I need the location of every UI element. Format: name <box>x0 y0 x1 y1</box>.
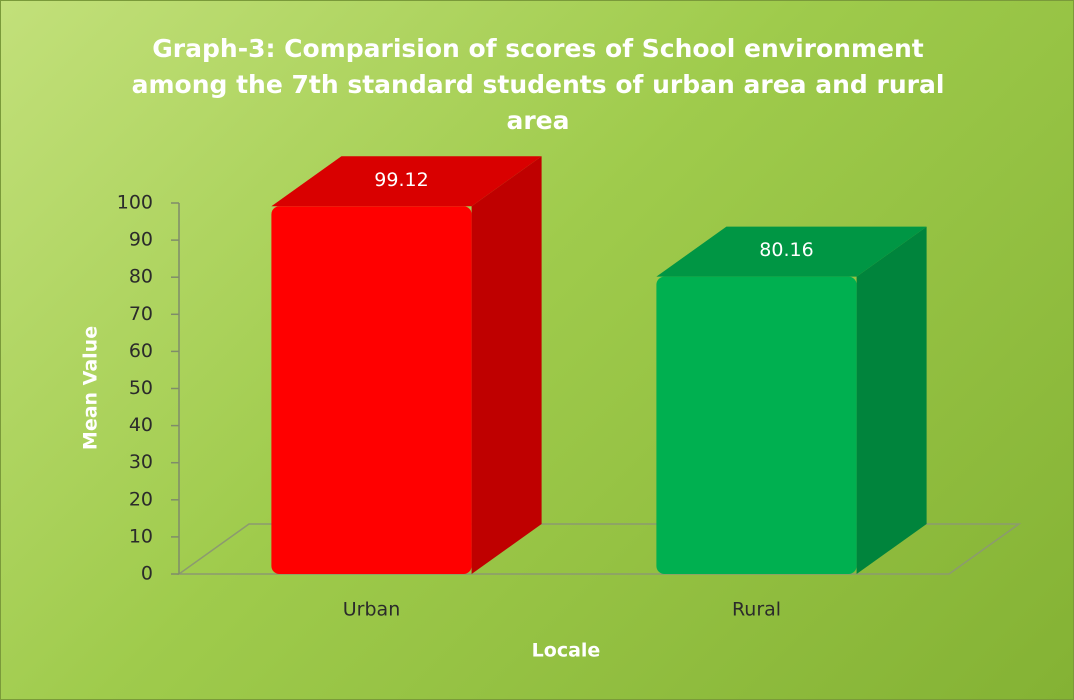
x-tick-label: Urban <box>343 599 400 621</box>
y-tick-label: 40 <box>129 414 153 436</box>
y-tick-label: 80 <box>129 266 153 288</box>
bar-top <box>271 156 542 207</box>
y-tick-label: 20 <box>129 488 153 510</box>
x-tick-label: Rural <box>732 599 781 621</box>
bar-top <box>656 226 927 277</box>
y-tick-label: 70 <box>129 303 153 325</box>
bar <box>271 206 472 574</box>
y-tick-label: 90 <box>129 229 153 251</box>
y-tick-label: 60 <box>129 340 153 362</box>
value-label: 99.12 <box>374 169 428 191</box>
bar-side <box>471 156 542 574</box>
bar-side <box>856 226 927 575</box>
y-tick-label: 30 <box>129 451 153 473</box>
y-tick-label: 100 <box>117 192 153 214</box>
y-tick-label: 0 <box>141 563 153 585</box>
x-axis-label: Locale <box>532 640 601 662</box>
bar <box>656 276 857 574</box>
y-tick-label: 10 <box>129 525 153 547</box>
chart-title: Graph-3: Comparision of scores of School… <box>131 34 945 135</box>
y-axis-label: Mean Value <box>80 326 102 450</box>
y-tick-label: 50 <box>129 377 153 399</box>
value-label: 80.16 <box>759 239 813 261</box>
